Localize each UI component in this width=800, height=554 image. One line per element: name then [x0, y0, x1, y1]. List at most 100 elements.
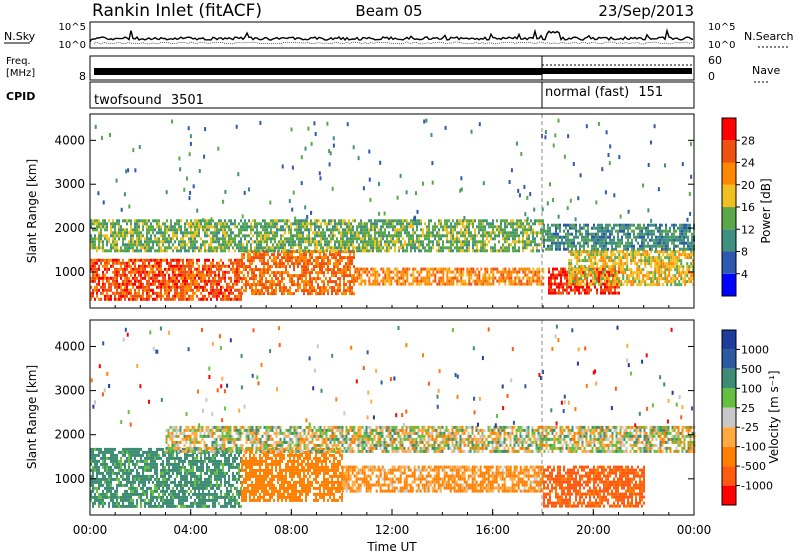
heatmap-cell-0 [208, 264, 210, 268]
heatmap-cell-6 [605, 235, 607, 239]
heatmap-cell-4 [636, 274, 639, 278]
heatmap-cell-1 [291, 274, 293, 278]
heatmap-cell-6 [549, 226, 551, 230]
heatmap-cell-2 [386, 276, 389, 280]
cpid-program-2: normal (fast) 151 [545, 85, 663, 100]
heatmap-cell-5 [96, 219, 98, 223]
heatmap-cell-5 [408, 222, 410, 226]
heatmap-cell-6 [609, 238, 611, 242]
heatmap-cell-5 [452, 231, 454, 235]
heatmap-cell-5 [532, 231, 534, 235]
heatmap-cell-5 [194, 237, 196, 241]
heatmap-cell-6 [657, 238, 659, 242]
heatmap-cell-5 [284, 249, 286, 253]
heatmap-cell-4 [632, 250, 635, 254]
heatmap-cell-6 [573, 244, 575, 248]
heatmap-cell-6 [543, 238, 545, 242]
heatmap-cell-4 [632, 283, 635, 287]
heatmap-cell-5 [314, 225, 316, 229]
heatmap-cell-5 [464, 234, 466, 238]
heatmap-cell-4 [634, 262, 637, 266]
heatmap-cell-3 [554, 267, 556, 271]
heatmap-cell-5 [324, 231, 326, 235]
heatmap-cell-1 [243, 253, 245, 257]
scatter-echo [430, 133, 433, 137]
heatmap-cell-4 [624, 280, 627, 284]
heatmap-cell-1 [273, 289, 275, 293]
heatmap-cell-5 [504, 219, 506, 223]
heatmap-cell-1 [309, 259, 311, 263]
heatmap-cell-0 [136, 258, 138, 262]
heatmap-cell-0 [140, 297, 142, 301]
heatmap-cell-5 [370, 222, 372, 226]
heatmap-cell-5 [360, 228, 362, 232]
heatmap-cell-5 [140, 243, 142, 247]
heatmap-cell-5 [216, 237, 218, 241]
heatmap-cell-4 [602, 250, 605, 254]
heatmap-cell-2 [442, 267, 445, 271]
heatmap-cell-5 [332, 225, 334, 229]
heatmap-cell-1 [303, 259, 305, 263]
heatmap-cell-2 [374, 276, 377, 280]
heatmap-cell-1 [265, 283, 267, 287]
heatmap-cell-6 [631, 238, 633, 242]
heatmap-cell-5 [210, 222, 212, 226]
scatter-echo [314, 132, 317, 136]
heatmap-cell-3 [586, 279, 588, 283]
heatmap-cell-5 [394, 231, 396, 235]
heatmap-cell-4 [604, 277, 607, 281]
heatmap-cell-5 [100, 237, 102, 241]
heatmap-cell-2 [460, 282, 463, 286]
heatmap-cell-0 [118, 267, 120, 271]
heatmap-cell-0 [192, 294, 194, 298]
heatmap-cell-0 [188, 276, 190, 280]
heatmap-cell-6 [591, 232, 593, 236]
heatmap-cell-5 [468, 222, 470, 226]
heatmap-cell-1 [299, 262, 301, 266]
heatmap-cell-1 [273, 292, 275, 296]
heatmap-cell-0 [134, 288, 136, 292]
heatmap-cell-6 [567, 223, 569, 227]
heatmap-cell-0 [122, 288, 124, 292]
heatmap-cell-0 [152, 267, 154, 271]
heatmap-cell-0 [214, 270, 216, 274]
heatmap-cell-5 [102, 222, 104, 226]
heatmap-cell-5 [352, 219, 354, 223]
heatmap-cell-5 [164, 237, 166, 241]
heatmap-cell-0 [108, 276, 110, 280]
heatmap-cell-5 [354, 219, 356, 223]
heatmap-cell-5 [480, 228, 482, 232]
heatmap-cell-5 [228, 243, 230, 247]
heatmap-cell-5 [288, 240, 290, 244]
heatmap-cell-5 [152, 225, 154, 229]
heatmap-cell-5 [180, 240, 182, 244]
heatmap-cell-1 [281, 262, 283, 266]
heatmap-cell-5 [266, 237, 268, 241]
heatmap-cell-0 [154, 297, 156, 301]
heatmap-cell-5 [330, 228, 332, 232]
heatmap-cell-5 [286, 219, 288, 223]
heatmap-cell-2 [448, 276, 451, 280]
heatmap-cell-5 [418, 234, 420, 238]
heatmap-cell-4 [692, 253, 695, 257]
heatmap-cell-1 [271, 265, 273, 269]
heatmap-cell-6 [637, 235, 639, 239]
heatmap-cell-3 [562, 291, 564, 295]
heatmap-cell-1 [319, 271, 321, 275]
heatmap-cell-1 [343, 277, 345, 281]
scatter-echo [579, 173, 582, 178]
heatmap-cell-4 [648, 253, 651, 257]
heatmap-cell-5 [438, 249, 440, 253]
heatmap-cell-5 [220, 228, 222, 232]
heatmap-cell-5 [320, 240, 322, 244]
heatmap-cell-5 [340, 231, 342, 235]
heatmap-cell-1 [343, 271, 345, 275]
heatmap-cell-0 [108, 288, 110, 292]
heatmap-cell-0 [130, 267, 132, 271]
heatmap-cell-1 [287, 256, 289, 260]
heatmap-cell-5 [222, 228, 224, 232]
heatmap-cell-5 [164, 246, 166, 250]
heatmap-cell-5 [402, 219, 404, 223]
heatmap-cell-5 [264, 231, 266, 235]
cpid-program-2-name: normal (fast) [545, 85, 629, 100]
